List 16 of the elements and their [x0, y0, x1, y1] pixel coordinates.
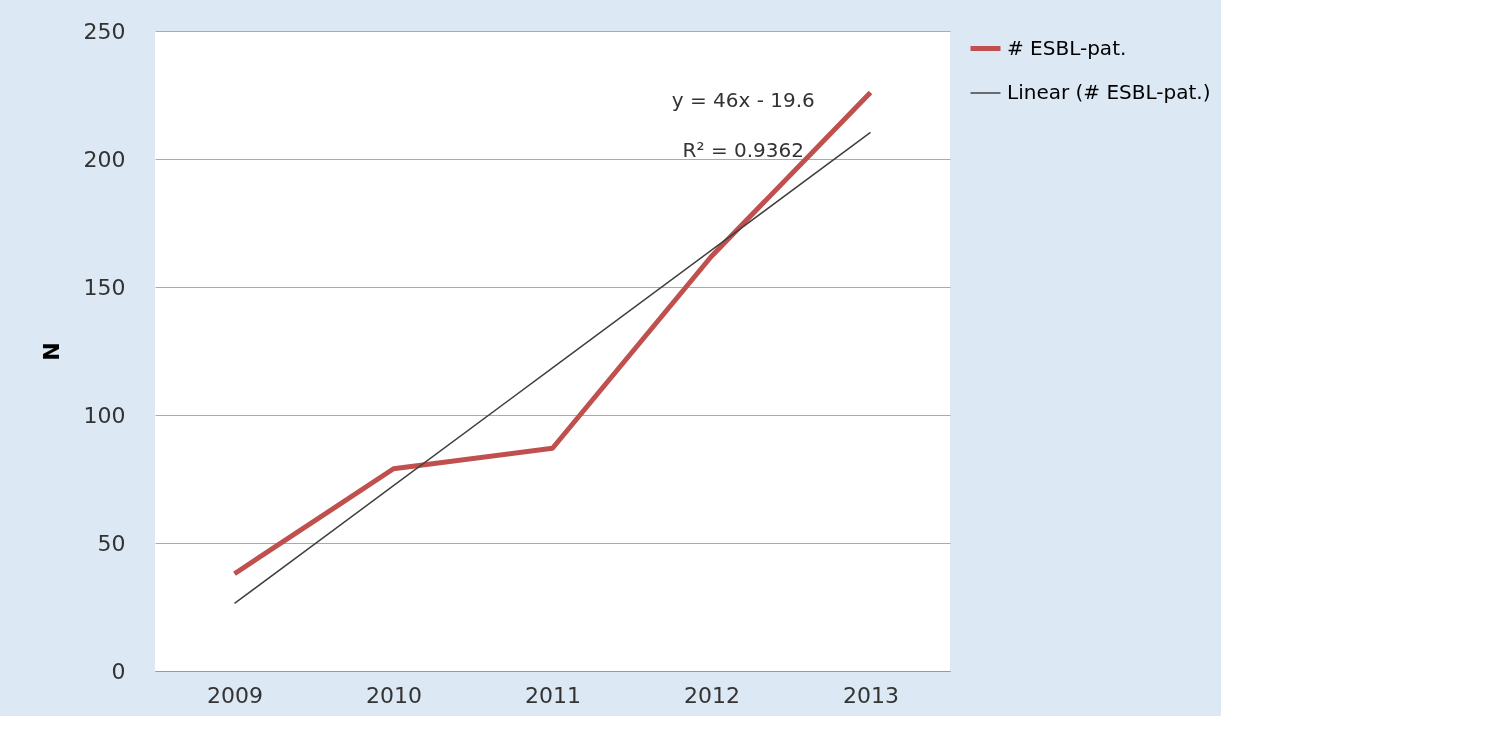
legend-label: Linear (# ESBL-pat.): [1007, 80, 1211, 104]
x-tick-label: 2013: [843, 682, 899, 708]
y-tick-label: 50: [97, 530, 126, 556]
y-tick-label: 250: [83, 18, 126, 44]
x-tick-label: 2009: [207, 682, 263, 708]
x-tick-label: 2010: [366, 682, 422, 708]
x-tick-label: 2012: [684, 682, 740, 708]
y-axis-title: N: [38, 342, 64, 361]
annotation: y = 46x - 19.6: [671, 88, 815, 112]
legend-label: # ESBL-pat.: [1007, 35, 1127, 60]
y-tick-label: 150: [83, 274, 126, 300]
y-tick-label: 0: [111, 658, 126, 684]
y-tick-label: 100: [83, 402, 126, 428]
x-tick-label: 2011: [525, 682, 581, 708]
y-tick-label: 200: [83, 146, 126, 172]
annotation: R² = 0.9362: [682, 138, 804, 162]
